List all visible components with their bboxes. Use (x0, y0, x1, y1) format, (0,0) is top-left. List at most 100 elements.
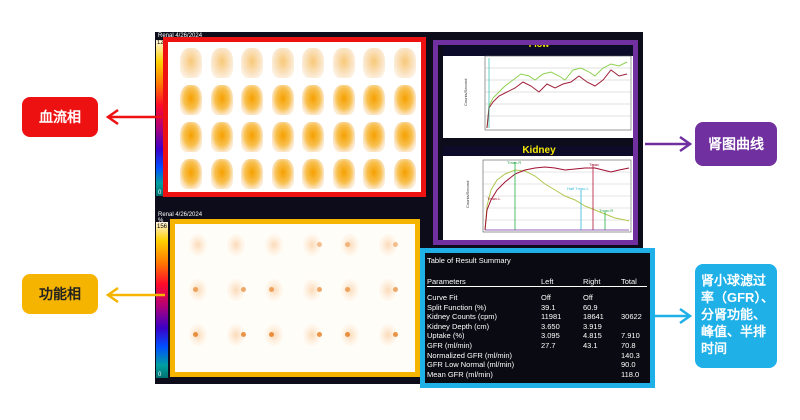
flow-frame (271, 85, 294, 115)
flow-frame (271, 159, 294, 189)
function-panel-title: Renal 4/26/2024 (158, 212, 203, 218)
flow-color-scale (156, 40, 168, 196)
flow-frame (302, 159, 324, 189)
flow-frame (363, 159, 385, 189)
flow-frame (241, 48, 263, 78)
function-frame (227, 234, 245, 256)
function-frame (189, 324, 207, 346)
function-phase-callout: 功能相 (22, 274, 98, 314)
flow-curve-header (443, 46, 635, 56)
result-cell-left: 27.7 (541, 341, 556, 350)
result-summary-table[interactable]: Table of Result Summary Parameters Left … (420, 248, 655, 388)
renogram-callout: 肾图曲线 (695, 122, 777, 166)
header-divider (427, 286, 647, 287)
flow-phase-callout: 血流相 (22, 97, 98, 137)
flow-gridlines (485, 67, 631, 117)
flow-frame (363, 122, 385, 152)
function-scale-max: 156 (157, 224, 168, 230)
flow-left-curve (486, 61, 628, 129)
kidney-curve-panel[interactable]: Kidney Counts/Second Tmax-R Tmax-L Half … (443, 145, 635, 242)
flow-frame (210, 85, 233, 115)
flow-frame (302, 85, 324, 115)
marker-tmax-r: Tmax-R (507, 160, 522, 165)
result-cell-right: Off (583, 293, 593, 302)
flow-plot-area (484, 55, 632, 131)
function-scale-unit: % (158, 218, 164, 224)
result-cell-right: 4.815 (583, 331, 602, 341)
flow-frame (393, 122, 416, 152)
flow-frame (363, 48, 385, 78)
function-frame (265, 324, 283, 346)
function-hotspot (393, 242, 398, 247)
gfr-arrow (652, 307, 693, 325)
flow-frame (210, 159, 233, 189)
kidney-gridlines (483, 171, 631, 221)
renogram-highlight-frame (433, 40, 638, 245)
gfr-line-3: 分肾功能、 (701, 307, 767, 322)
function-frame (379, 234, 397, 256)
flow-curve-plot (484, 55, 632, 131)
result-cell-param: GFR (ml/min) (427, 341, 472, 350)
kidney-left-curve (484, 169, 630, 231)
flow-frame (271, 122, 294, 152)
result-cell-param: Normalized GFR (ml/min) (427, 350, 513, 360)
flow-frame (302, 48, 324, 78)
kidney-curve-header (443, 146, 635, 156)
table-title: Table of Result Summary (427, 256, 511, 265)
flow-scale-min: 0 (158, 190, 162, 196)
result-cell-right: 60.9 (583, 302, 598, 312)
function-frame (303, 234, 321, 256)
flow-frame (302, 122, 324, 152)
function-frame (189, 279, 207, 301)
function-hotspot (317, 287, 322, 292)
flow-frame (241, 159, 263, 189)
flow-frame (332, 159, 355, 189)
result-cell-total: 70.8 (621, 341, 636, 350)
marker-tmax-l-left: Tmax-L (487, 196, 501, 201)
kidney-curve-title: Kidney (522, 145, 556, 156)
function-frame (379, 279, 397, 301)
kidney-curve-plot (482, 159, 632, 233)
function-frame (303, 279, 321, 301)
functional-phase-images[interactable] (170, 219, 420, 377)
header-parameters: Parameters (427, 277, 466, 286)
flow-frame (332, 122, 355, 152)
renogram-arrow (645, 135, 693, 153)
result-cell-param: Curve Fit (427, 293, 458, 302)
header-total: Total (621, 277, 637, 286)
result-cell-right: 43.1 (583, 341, 598, 350)
function-hotspot (345, 332, 350, 337)
result-cell-left: 39.1 (541, 302, 556, 312)
result-cell-right: 3.919 (583, 321, 602, 331)
blood-flow-phase-images[interactable] (163, 37, 426, 197)
flow-frame (180, 85, 202, 115)
function-hotspot (317, 332, 322, 337)
marker-half-tmax: Half Tmax-L (567, 186, 589, 191)
gfr-line-2: 率（GFR）、 (701, 290, 774, 305)
function-hotspot (241, 287, 246, 292)
flow-frame (332, 48, 355, 78)
header-right: Right (583, 277, 601, 286)
function-hotspot (193, 332, 198, 337)
result-cell-total: 7.910 (621, 331, 640, 341)
marker-tmax-r-2: Tmax-R (599, 208, 614, 213)
flow-frame (393, 159, 416, 189)
function-hotspot (393, 287, 398, 292)
flow-curve-panel[interactable]: Flow Counts/Second (443, 39, 635, 138)
flow-scale-max: 12 (157, 40, 164, 46)
function-frame (341, 324, 359, 346)
flow-frame (180, 122, 202, 152)
flow-arrow (105, 108, 162, 126)
function-hotspot (345, 287, 350, 292)
result-cell-param: Kidney Counts (cpm) (427, 312, 498, 322)
result-cell-param: Mean GFR (ml/min) (427, 369, 493, 379)
gfr-callout: 肾小球滤过 率（GFR）、 分肾功能、 峰值、半排 时间 (695, 264, 777, 368)
result-cell-param: GFR Low Normal (ml/min) (427, 360, 515, 370)
flow-frame (210, 122, 233, 152)
flow-panel-title: Renal 4/26/2024 (158, 33, 203, 39)
function-scale-min: 0 (158, 372, 162, 378)
kidney-right-curve (484, 166, 630, 231)
function-hotspot (317, 242, 322, 247)
gfr-line-1: 肾小球滤过 (701, 273, 767, 288)
marker-tmax: Tmax (589, 162, 599, 167)
